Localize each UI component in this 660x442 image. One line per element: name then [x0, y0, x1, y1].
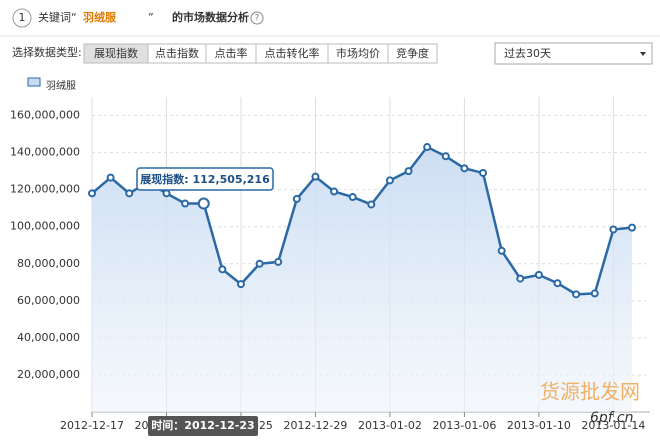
point[interactable]	[274, 257, 283, 266]
y-tick-label: 40,000,000	[17, 331, 80, 344]
point[interactable]	[125, 189, 134, 198]
y-tick-label: 120,000,000	[10, 183, 80, 196]
point[interactable]	[609, 225, 618, 234]
header-keyword: 羽绒服	[83, 10, 117, 24]
header-suffix: ”	[148, 11, 154, 24]
watermark: 货源批发网	[540, 380, 640, 404]
area	[92, 147, 632, 412]
point[interactable]	[348, 193, 357, 202]
point[interactable]	[292, 194, 301, 203]
legend-swatch	[27, 77, 41, 87]
y-tick-label: 60,000,000	[17, 294, 80, 307]
tooltip-box	[136, 167, 274, 191]
y-tick-label: 160,000,000	[10, 109, 80, 122]
dropdown[interactable]	[494, 42, 653, 65]
header-prefix: 关键词“	[38, 10, 77, 24]
tab-label[interactable]: 点击率	[215, 46, 248, 60]
point[interactable]	[311, 172, 320, 181]
point[interactable]	[423, 143, 432, 152]
help-icon[interactable]	[250, 11, 264, 25]
tab-label[interactable]: 市场均价	[336, 46, 380, 60]
point[interactable]	[236, 280, 245, 289]
date-tooltip-box	[148, 416, 258, 436]
help-text[interactable]: ?	[255, 14, 260, 24]
point[interactable]	[572, 290, 581, 299]
x-tick-label: 2013-01-06	[432, 419, 496, 432]
tooltip-text: 展现指数: 112,505,216	[139, 172, 270, 186]
legend-label: 羽绒服	[46, 79, 76, 92]
step-circle	[12, 8, 32, 28]
header-title: 的市场数据分析	[172, 10, 249, 24]
point[interactable]	[197, 197, 210, 210]
x-tick-label: 2012-12-29	[283, 419, 347, 432]
point[interactable]	[628, 223, 636, 232]
x-tick-label: 2013-01-14	[581, 419, 645, 432]
x-tick-label: 2013-01-10	[507, 419, 571, 432]
tab-label[interactable]: 展现指数	[94, 46, 138, 60]
selector-label: 选择数据类型:	[12, 45, 82, 59]
point[interactable]	[404, 167, 413, 176]
point[interactable]	[553, 279, 562, 288]
y-tick-label: 80,000,000	[17, 257, 80, 270]
date-tooltip-text: 时间：2012-12-23	[151, 418, 254, 432]
x-tick-label: 2012-12-17	[60, 419, 124, 432]
point[interactable]	[385, 176, 394, 185]
dropdown-arrow[interactable]	[640, 52, 646, 56]
point[interactable]	[218, 265, 227, 274]
point[interactable]	[162, 189, 171, 198]
tab[interactable]	[387, 43, 438, 64]
point[interactable]	[516, 274, 525, 283]
dropdown-text[interactable]: 过去30天	[504, 47, 551, 60]
watermark-url: 6pf.cn	[590, 410, 634, 426]
point[interactable]	[181, 199, 190, 208]
point[interactable]	[479, 168, 488, 177]
x-tick-label: 2013-01-02	[358, 419, 422, 432]
y-tick-label: 140,000,000	[10, 146, 80, 159]
point[interactable]	[106, 173, 115, 182]
point[interactable]	[497, 246, 506, 255]
point[interactable]	[88, 189, 96, 198]
tab-label[interactable]: 竞争度	[396, 46, 429, 60]
y-tick-label: 100,000,000	[10, 220, 80, 233]
step-number: 1	[19, 11, 26, 24]
point[interactable]	[255, 259, 264, 268]
point[interactable]	[590, 289, 599, 298]
tab-label[interactable]: 点击转化率	[265, 46, 320, 60]
point[interactable]	[460, 164, 469, 173]
point[interactable]	[367, 200, 376, 209]
tab-label[interactable]: 点击指数	[155, 46, 199, 60]
point[interactable]	[330, 187, 339, 196]
point[interactable]	[441, 152, 450, 161]
point[interactable]	[534, 270, 543, 279]
y-tick-label: 20,000,000	[17, 368, 80, 381]
